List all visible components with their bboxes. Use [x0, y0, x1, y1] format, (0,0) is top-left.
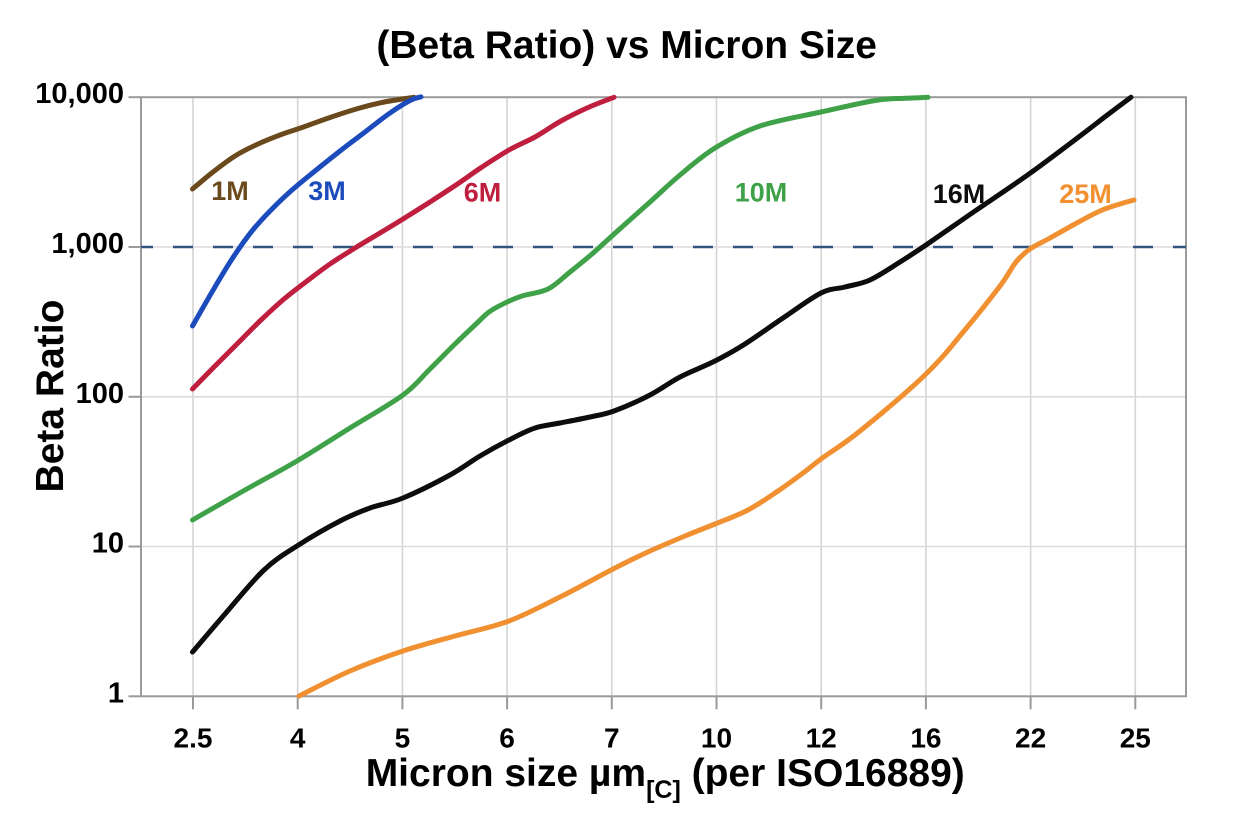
svg-text:7: 7 — [604, 722, 620, 753]
svg-text:5: 5 — [395, 722, 411, 753]
svg-text:2.5: 2.5 — [174, 722, 213, 753]
svg-text:1,000: 1,000 — [51, 228, 124, 260]
svg-text:(Beta Ratio) vs Micron Size: (Beta Ratio) vs Micron Size — [376, 24, 877, 67]
svg-text:10M: 10M — [735, 178, 788, 208]
svg-text:4: 4 — [290, 722, 306, 753]
svg-text:Beta Ratio: Beta Ratio — [29, 300, 72, 493]
svg-text:1: 1 — [108, 677, 124, 709]
svg-text:25M: 25M — [1059, 179, 1112, 209]
svg-text:16: 16 — [910, 722, 941, 753]
svg-text:6M: 6M — [464, 178, 502, 208]
svg-text:10: 10 — [92, 528, 124, 560]
svg-text:22: 22 — [1015, 722, 1046, 753]
svg-text:3M: 3M — [308, 176, 346, 206]
svg-text:6: 6 — [499, 722, 515, 753]
svg-text:16M: 16M — [933, 179, 986, 209]
svg-text:100: 100 — [76, 378, 124, 410]
svg-text:10,000: 10,000 — [35, 78, 124, 110]
svg-text:10: 10 — [701, 722, 732, 753]
svg-text:12: 12 — [806, 722, 837, 753]
svg-text:25: 25 — [1120, 722, 1151, 753]
svg-text:1M: 1M — [211, 176, 249, 206]
